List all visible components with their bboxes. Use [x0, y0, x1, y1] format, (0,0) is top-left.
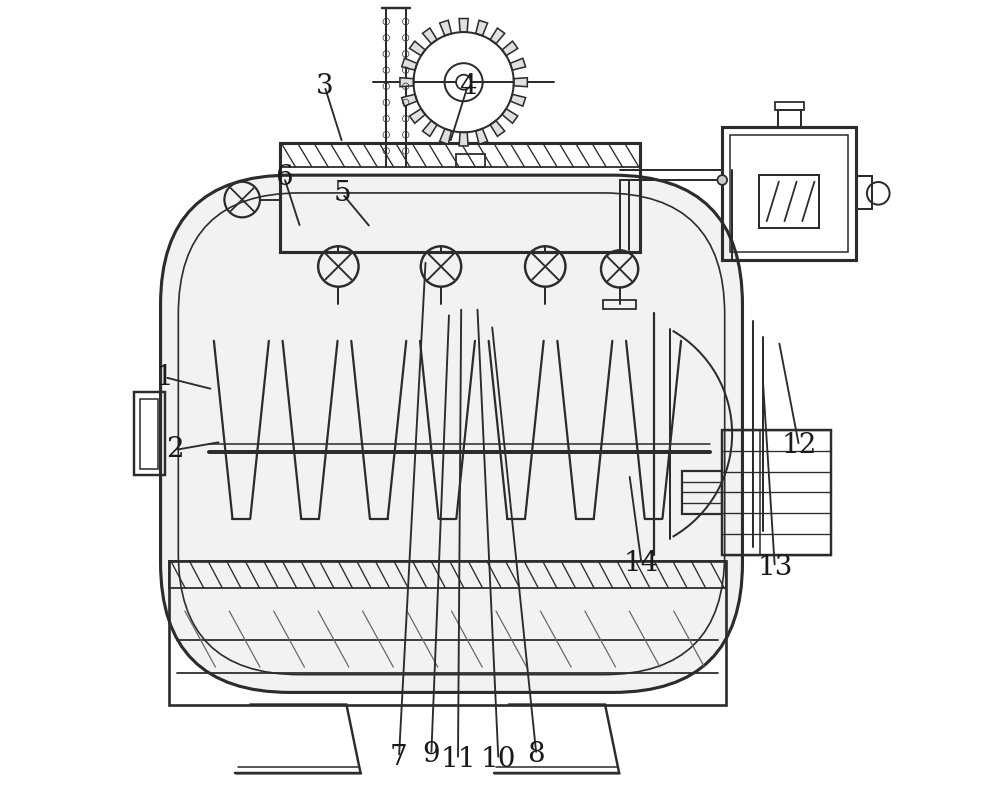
Text: 10: 10: [481, 746, 516, 773]
Polygon shape: [400, 78, 414, 87]
Text: 8: 8: [528, 741, 545, 768]
Polygon shape: [402, 94, 417, 106]
Bar: [280, 143, 640, 252]
Bar: [759, 175, 819, 228]
Polygon shape: [459, 19, 468, 32]
Bar: [775, 102, 804, 110]
Circle shape: [717, 175, 727, 185]
Text: 12: 12: [781, 432, 817, 459]
Bar: [169, 560, 726, 588]
Polygon shape: [502, 109, 518, 123]
Text: 7: 7: [390, 744, 408, 770]
Bar: [169, 560, 726, 705]
Text: 4: 4: [459, 73, 476, 100]
Polygon shape: [490, 28, 505, 44]
Polygon shape: [459, 132, 468, 146]
Bar: [682, 471, 722, 513]
Polygon shape: [402, 58, 417, 70]
Text: 1: 1: [156, 363, 173, 391]
Polygon shape: [409, 41, 425, 56]
Bar: [722, 127, 856, 260]
Polygon shape: [409, 109, 425, 123]
Text: 5: 5: [334, 180, 351, 208]
Circle shape: [456, 75, 471, 90]
Bar: [140, 399, 158, 469]
Polygon shape: [510, 58, 526, 70]
Bar: [603, 300, 636, 308]
Polygon shape: [423, 121, 437, 136]
FancyBboxPatch shape: [161, 175, 742, 693]
Text: 11: 11: [440, 746, 476, 773]
Text: 14: 14: [624, 550, 659, 577]
Text: 13: 13: [757, 554, 792, 581]
Bar: [778, 110, 801, 127]
Text: 9: 9: [422, 741, 440, 768]
Polygon shape: [440, 129, 452, 144]
Polygon shape: [423, 28, 437, 44]
Polygon shape: [510, 94, 526, 106]
Bar: [280, 143, 640, 167]
Text: 3: 3: [316, 73, 333, 100]
Text: 6: 6: [275, 164, 293, 191]
Polygon shape: [502, 41, 518, 56]
Text: 2: 2: [166, 436, 184, 463]
Bar: [730, 135, 848, 252]
Polygon shape: [490, 121, 505, 136]
Bar: [722, 430, 831, 555]
Polygon shape: [440, 20, 452, 36]
Bar: [134, 393, 165, 475]
Polygon shape: [476, 20, 488, 36]
Polygon shape: [476, 129, 488, 144]
Bar: [456, 154, 485, 167]
Polygon shape: [514, 78, 527, 87]
Bar: [856, 176, 872, 209]
